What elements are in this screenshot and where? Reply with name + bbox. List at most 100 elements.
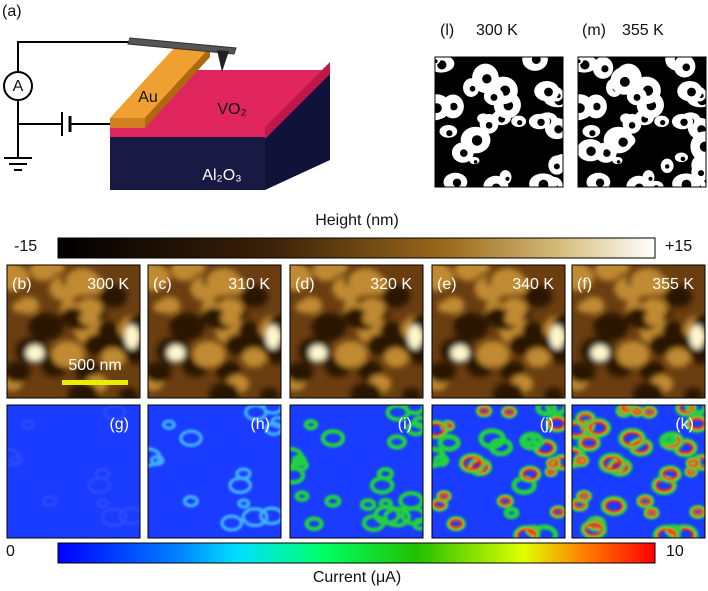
grain [380,321,401,339]
grain [192,341,226,368]
grain [485,307,510,327]
grain [97,321,118,339]
conducting-region [87,476,111,494]
conducting-region [521,433,537,446]
conducting-region [237,498,251,509]
conducting-region [9,455,24,466]
grain [664,285,693,308]
conducting-core [478,406,491,416]
grain [26,345,44,361]
grain [189,265,206,274]
topography [432,265,565,398]
grain [666,347,691,368]
grain [309,345,327,361]
grain [432,265,454,291]
grain [524,285,553,308]
grain [28,312,64,341]
colorbar [57,542,656,564]
conducting-region [162,419,176,431]
domain-hole [628,122,636,129]
domain-hole [681,179,692,187]
conducting-core [432,422,446,437]
conducting-region [551,453,565,471]
domain-hole [449,102,458,111]
electrode-front [110,118,145,128]
panel-label: (g) [109,416,129,433]
grain [17,296,40,315]
domain-hole [537,118,545,126]
conducting-region [433,454,450,467]
domain-hole [634,183,644,187]
image-frame [577,56,707,188]
domain-hole [578,103,585,114]
grain [616,341,650,368]
grain [60,307,85,327]
domain-hole [435,59,438,64]
grain [125,325,139,349]
conducting-core [687,459,699,468]
grain [492,382,524,398]
domain-hole [680,118,688,126]
conducting-region [411,415,423,429]
current-image [290,405,423,538]
conducting-region [518,465,542,484]
topography [7,265,140,398]
grain [242,347,267,368]
panel-label: (k) [675,416,694,433]
temperature: 320 K [370,276,412,293]
conducting-core [448,518,464,530]
domain-hole [490,93,498,101]
height-image [572,265,705,398]
panel-label: (i) [398,416,412,433]
temperature: 300 K [87,276,129,293]
domain-hole [544,87,553,97]
conducting-region [584,417,612,438]
colorbar-min: -15 [14,238,37,255]
grain [442,296,465,315]
conducting-core [621,431,643,447]
grain [148,361,171,383]
panel-label: (b) [12,276,32,293]
grain [208,382,240,398]
current-map [572,405,705,538]
conducting-core [578,491,590,501]
grain [632,382,664,398]
conducting-region [618,427,647,450]
conducting-region [398,490,423,511]
conducting-region [403,405,423,416]
electrode-side [145,47,210,128]
domain-hole [482,74,492,84]
conducting-region [294,490,310,503]
conducting-core [546,468,556,476]
conducting-core [688,417,705,430]
domain-hole [517,119,523,126]
conducting-core [632,407,643,416]
conducting-region [652,524,681,538]
topography [148,265,281,398]
conducting-region [411,517,423,531]
domain-hole [452,178,462,187]
grain [240,285,269,308]
film-side [265,62,330,139]
scale-bar [62,380,128,385]
conducting-core [643,407,656,417]
conducting-core [661,468,679,481]
domain-hole [505,176,510,181]
panel-label: (c) [153,276,172,293]
conducting-region [259,506,281,526]
conducting-region [580,519,608,538]
current-image [432,405,565,538]
conducting-region [100,507,128,527]
electrode-label: Au [138,89,158,106]
conducting-region [386,434,407,450]
domain-hole [578,59,581,64]
grain [331,265,348,274]
domain [435,94,451,120]
conducting-core [516,527,537,538]
grain [350,382,382,398]
domain-hole [664,164,670,169]
grain [238,321,259,339]
grain [119,387,139,398]
conducting-region [179,429,203,448]
ammeter [3,71,33,101]
